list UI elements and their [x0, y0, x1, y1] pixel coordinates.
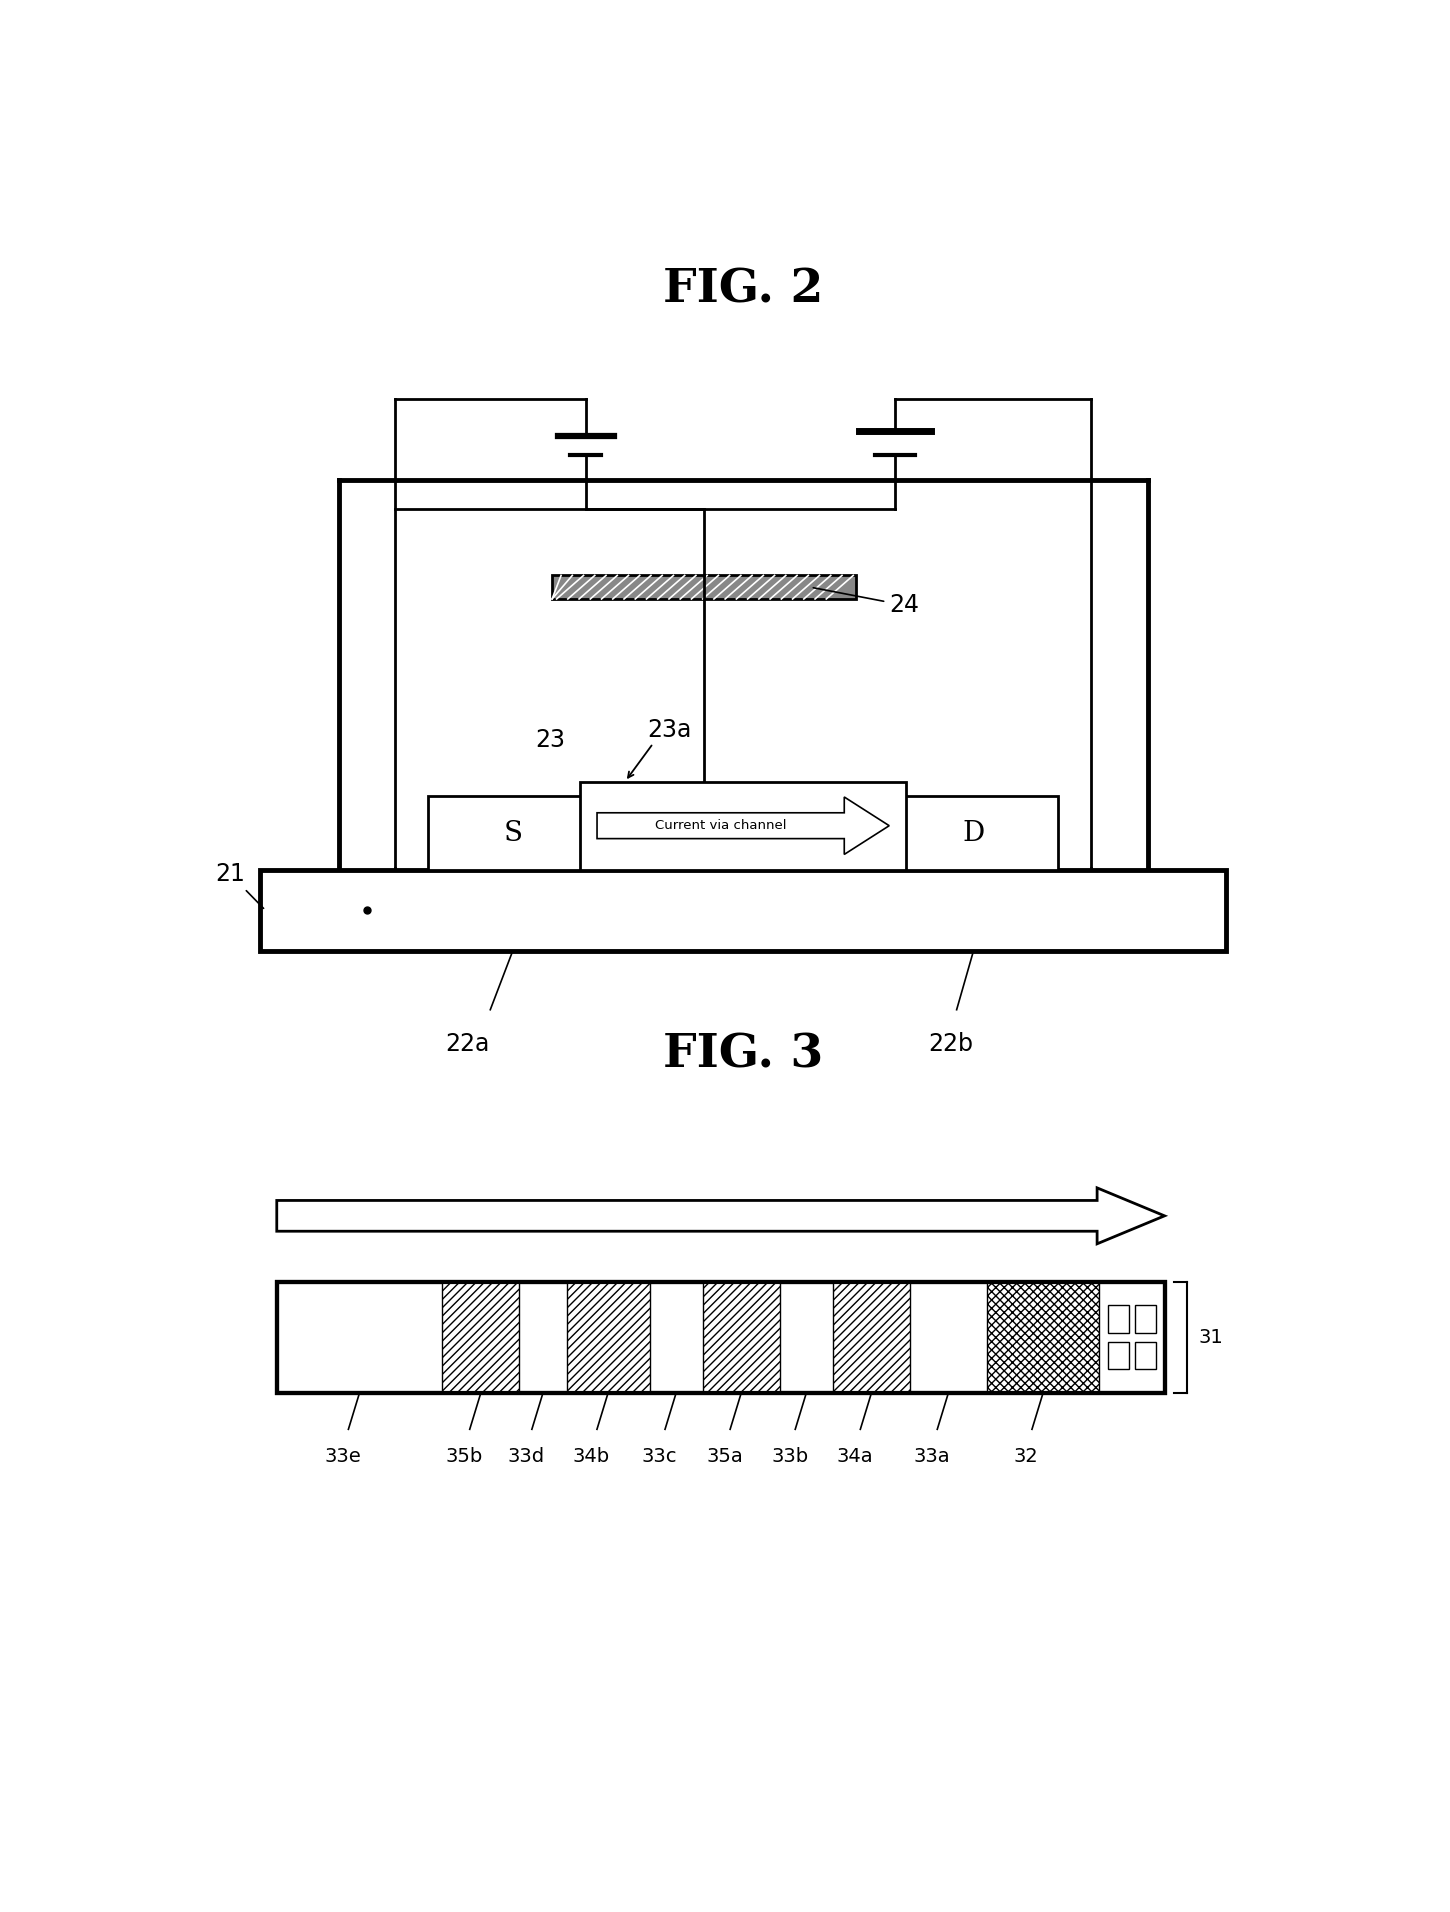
- Text: 22b: 22b: [928, 1032, 973, 1055]
- Bar: [889, 795, 1058, 870]
- Text: FIG. 2: FIG. 2: [663, 266, 824, 312]
- Text: D: D: [963, 820, 985, 847]
- Text: 31: 31: [1198, 1327, 1222, 1346]
- Bar: [987, 1283, 1099, 1392]
- Bar: [1108, 1306, 1128, 1333]
- Bar: [580, 782, 906, 870]
- Bar: [834, 1283, 911, 1392]
- Text: 33d: 33d: [507, 1447, 545, 1467]
- Text: 23a: 23a: [648, 717, 692, 742]
- Text: 34a: 34a: [837, 1447, 873, 1467]
- Bar: [1108, 1342, 1128, 1369]
- Bar: [277, 1283, 1164, 1392]
- Text: 22a: 22a: [445, 1032, 490, 1055]
- Polygon shape: [277, 1187, 1164, 1245]
- Text: 23: 23: [535, 728, 566, 751]
- Bar: [1135, 1306, 1157, 1333]
- Text: FIG. 3: FIG. 3: [663, 1032, 824, 1078]
- Text: 35a: 35a: [706, 1447, 742, 1467]
- Bar: [703, 1283, 780, 1392]
- Text: 24: 24: [813, 587, 919, 618]
- Text: 35b: 35b: [445, 1447, 483, 1467]
- Text: 33c: 33c: [642, 1447, 677, 1467]
- Text: 33a: 33a: [914, 1447, 950, 1467]
- Text: 32: 32: [1014, 1447, 1038, 1467]
- Text: Current via channel: Current via channel: [655, 818, 786, 832]
- Bar: [442, 1283, 519, 1392]
- Bar: [277, 1283, 1164, 1392]
- Bar: [1135, 1342, 1157, 1369]
- Text: S: S: [503, 820, 522, 847]
- Text: 34b: 34b: [573, 1447, 610, 1467]
- Bar: [567, 1283, 650, 1392]
- Bar: [552, 576, 856, 598]
- Polygon shape: [597, 797, 889, 855]
- Text: 33e: 33e: [325, 1447, 361, 1467]
- Text: 21: 21: [215, 862, 264, 908]
- Text: 33b: 33b: [771, 1447, 808, 1467]
- Bar: [260, 870, 1227, 950]
- Bar: [429, 795, 597, 870]
